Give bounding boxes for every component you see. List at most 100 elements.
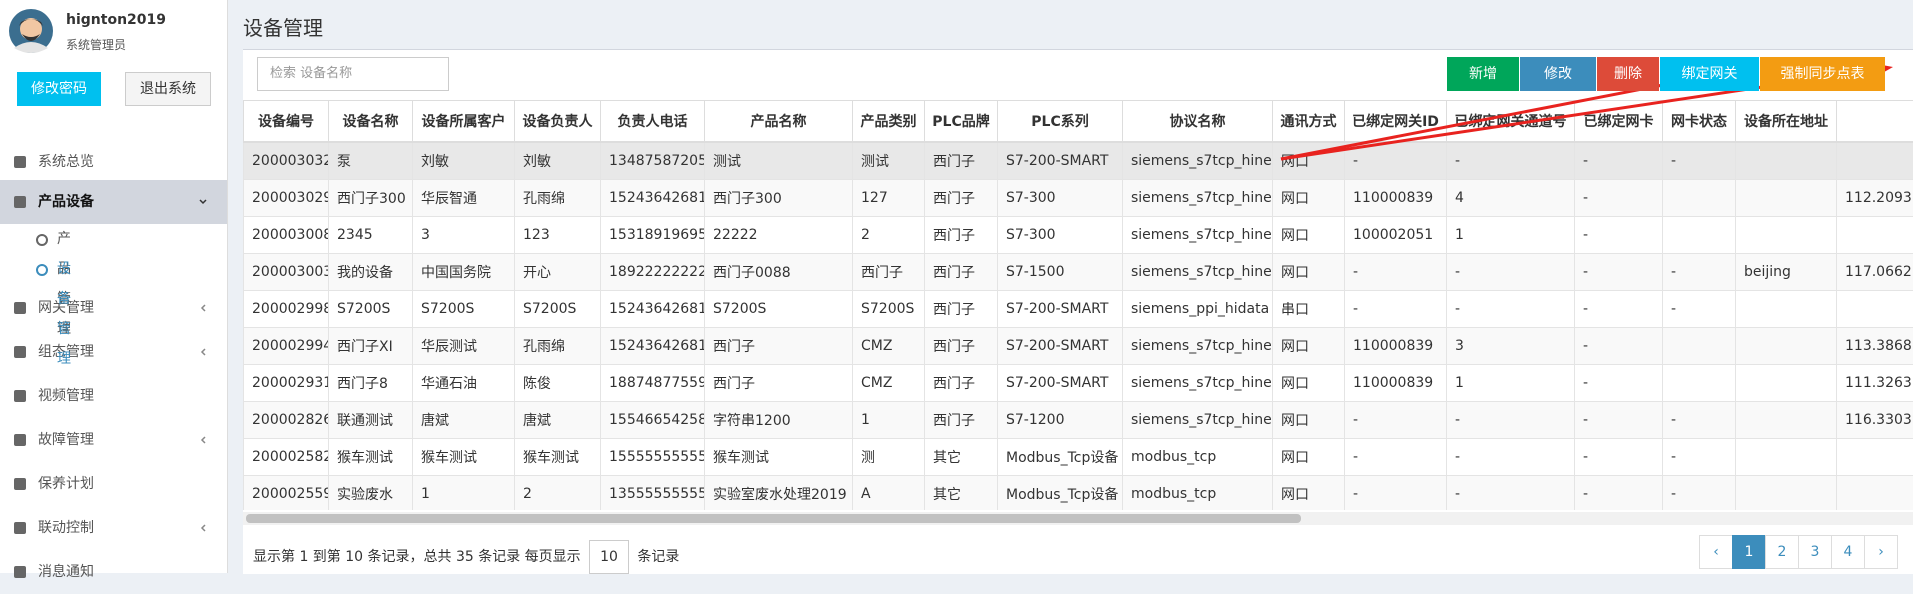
column-header[interactable]: 网卡状态 bbox=[1663, 101, 1736, 143]
table-cell: modbus_tcp bbox=[1123, 476, 1273, 511]
table-cell: 200002826 bbox=[244, 402, 329, 439]
column-header[interactable] bbox=[1837, 101, 1913, 143]
toolbar-button[interactable]: 强制同步点表 bbox=[1760, 57, 1885, 91]
column-header[interactable]: 设备负责人 bbox=[515, 101, 601, 143]
change-password-button[interactable]: 修改密码 bbox=[17, 72, 101, 106]
table-cell: S7200S bbox=[705, 291, 853, 328]
table-cell bbox=[1837, 476, 1913, 511]
page-button[interactable]: ‹ bbox=[1699, 535, 1733, 569]
table-cell: 西门子 bbox=[705, 365, 853, 402]
table-cell: S7-300 bbox=[998, 217, 1123, 254]
toolbar-button[interactable]: 绑定网关 bbox=[1660, 57, 1759, 91]
menu-icon bbox=[14, 346, 26, 358]
page-button[interactable]: 4 bbox=[1831, 535, 1865, 569]
table-cell: 泵 bbox=[329, 142, 413, 180]
table-cell: 200002582 bbox=[244, 439, 329, 476]
table-cell: 测试 bbox=[853, 142, 925, 180]
scrollbar-thumb[interactable] bbox=[246, 514, 1301, 523]
column-header[interactable]: 负责人电话 bbox=[601, 101, 705, 143]
table-cell: S7-200-SMART bbox=[998, 365, 1123, 402]
toolbar-button[interactable]: 删除 bbox=[1597, 57, 1659, 91]
page-size-select[interactable]: 10 bbox=[589, 540, 629, 574]
table-cell: 117.0662 bbox=[1837, 254, 1913, 291]
table-cell: 网口 bbox=[1273, 365, 1345, 402]
table-cell: CMZ bbox=[853, 328, 925, 365]
column-header[interactable]: 已绑定网卡 bbox=[1575, 101, 1663, 143]
table-cell: 其它 bbox=[925, 476, 998, 511]
column-header[interactable]: 设备所在地址 bbox=[1736, 101, 1837, 143]
menu-item[interactable]: 保养计划 bbox=[0, 462, 227, 506]
column-header[interactable]: 已绑定网关ID bbox=[1345, 101, 1447, 143]
table-cell: 113.3868 bbox=[1837, 328, 1913, 365]
table-cell: - bbox=[1663, 254, 1736, 291]
table-cell: 猴车测试 bbox=[705, 439, 853, 476]
toolbar-button[interactable]: 修改 bbox=[1520, 57, 1596, 91]
table-cell: 22222 bbox=[705, 217, 853, 254]
table-cell: 西门子 bbox=[925, 180, 998, 217]
menu-item[interactable]: 组态管理 bbox=[0, 330, 227, 374]
menu-label: 系统总览 bbox=[38, 140, 94, 184]
table-cell: 2345 bbox=[329, 217, 413, 254]
search-input[interactable]: 检索 设备名称 bbox=[257, 57, 449, 91]
table-cell: 13487587205 bbox=[601, 142, 705, 180]
column-header[interactable]: 产品类别 bbox=[853, 101, 925, 143]
menu-item[interactable]: 消息通知 bbox=[0, 550, 227, 594]
column-header[interactable]: 设备名称 bbox=[329, 101, 413, 143]
menu-item[interactable]: 网关管理 bbox=[0, 286, 227, 330]
menu-item[interactable]: 产品设备 bbox=[0, 180, 227, 224]
table-cell: 100002051 bbox=[1345, 217, 1447, 254]
page-button[interactable]: 1 bbox=[1732, 535, 1766, 569]
page-button[interactable]: › bbox=[1864, 535, 1898, 569]
column-header[interactable]: 设备编号 bbox=[244, 101, 329, 143]
submenu-dot bbox=[36, 264, 48, 276]
menu-icon bbox=[14, 390, 26, 402]
column-header[interactable]: 通讯方式 bbox=[1273, 101, 1345, 143]
table-cell: S7-1200 bbox=[998, 402, 1123, 439]
page-button[interactable]: 3 bbox=[1798, 535, 1832, 569]
table-cell: 200003003 bbox=[244, 254, 329, 291]
menu-item[interactable]: 系统总览 bbox=[0, 140, 227, 184]
user-role: 系统管理员 bbox=[66, 36, 126, 53]
menu-item[interactable]: 视频管理 bbox=[0, 374, 227, 418]
table-cell: 18874877559 bbox=[601, 365, 705, 402]
logout-button[interactable]: 退出系统 bbox=[125, 72, 211, 106]
column-header[interactable]: 产品名称 bbox=[705, 101, 853, 143]
table-cell: siemens_s7tcp_hinet bbox=[1123, 142, 1273, 180]
menu-item[interactable]: 联动控制 bbox=[0, 506, 227, 550]
menu-label: 消息通知 bbox=[38, 550, 94, 594]
table-cell: S7-1500 bbox=[998, 254, 1123, 291]
toolbar-button[interactable]: 新增 bbox=[1447, 57, 1519, 91]
table-cell: 网口 bbox=[1273, 402, 1345, 439]
table-cell: 西门子XI bbox=[329, 328, 413, 365]
column-header[interactable]: 设备所属客户 bbox=[413, 101, 515, 143]
table-cell: 字符串1200 bbox=[705, 402, 853, 439]
table-cell: 200002994 bbox=[244, 328, 329, 365]
column-header[interactable]: 协议名称 bbox=[1123, 101, 1273, 143]
menu-arrow bbox=[199, 180, 207, 224]
page-button[interactable]: 2 bbox=[1765, 535, 1799, 569]
column-header[interactable]: 已绑定网关通道号 bbox=[1447, 101, 1575, 143]
menu-icon bbox=[14, 196, 26, 208]
table-cell: siemens_s7tcp_hinet bbox=[1123, 254, 1273, 291]
record-summary: 显示第 1 到第 10 条记录，总共 35 条记录 每页显示 bbox=[253, 549, 581, 565]
menu-item[interactable]: 故障管理 bbox=[0, 418, 227, 462]
table-cell: 4 bbox=[1447, 180, 1575, 217]
footer: 显示第 1 到第 10 条记录，总共 35 条记录 每页显示 10 条记录 bbox=[253, 540, 679, 574]
table-cell: - bbox=[1447, 142, 1575, 180]
table-cell: beijing bbox=[1736, 254, 1837, 291]
column-header[interactable]: PLC系列 bbox=[998, 101, 1123, 143]
column-header[interactable]: PLC品牌 bbox=[925, 101, 998, 143]
table-cell bbox=[1837, 217, 1913, 254]
table-cell bbox=[1837, 439, 1913, 476]
